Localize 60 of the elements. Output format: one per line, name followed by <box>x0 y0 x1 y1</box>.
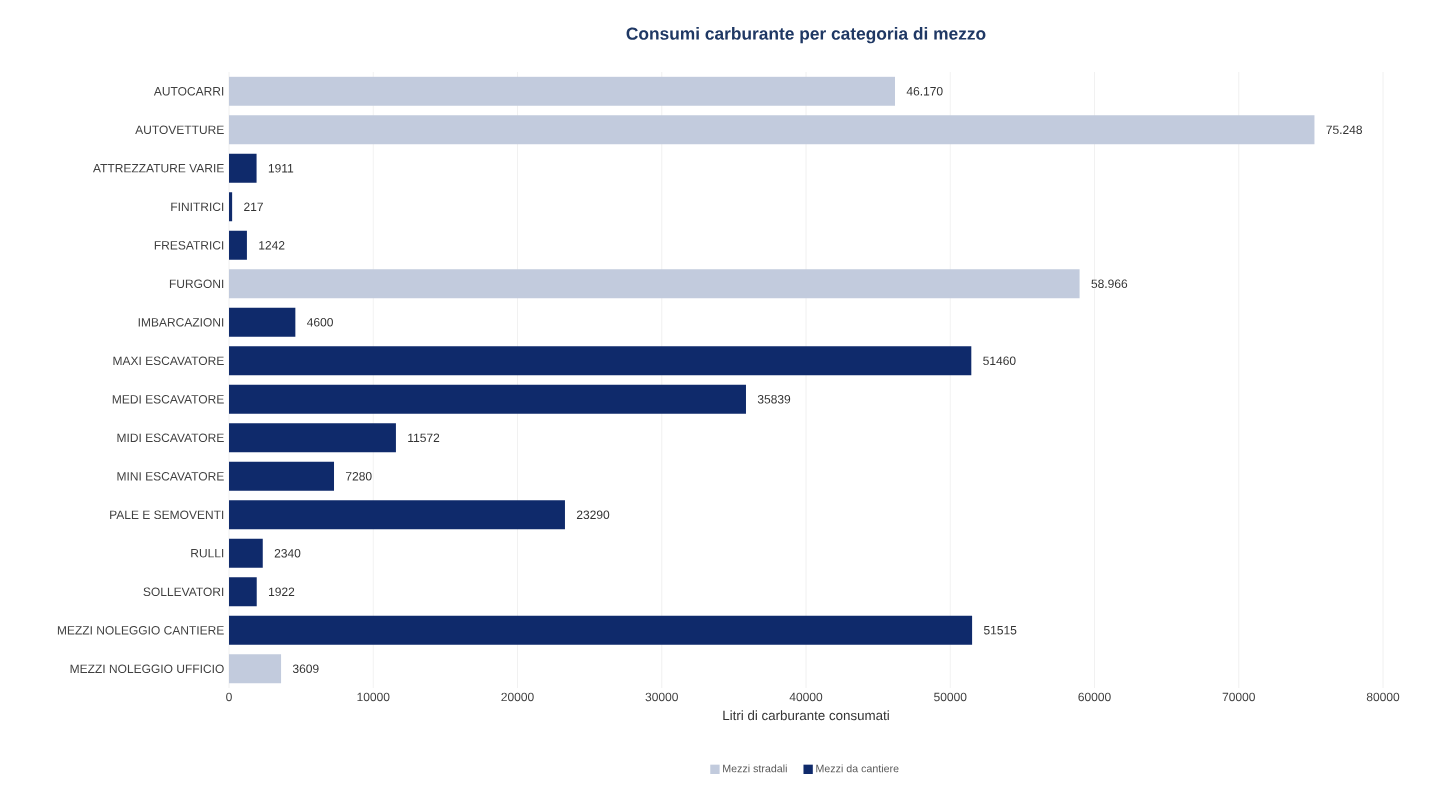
x-tick-label: 10000 <box>357 692 390 702</box>
bar <box>229 269 1080 299</box>
bar <box>229 577 257 607</box>
data-label: 23290 <box>576 510 610 520</box>
y-tick-label: FRESATRICI <box>154 241 224 250</box>
y-tick-label: MEZZI NOLEGGIO CANTIERE <box>57 626 224 635</box>
x-tick-label: 40000 <box>789 692 823 702</box>
bar <box>229 115 1315 145</box>
legend-label: Mezzi da cantiere <box>816 764 899 773</box>
x-axis-title: Litri di carburante consumati <box>723 710 889 721</box>
y-tick-label: MAXI ESCAVATORE <box>113 356 224 366</box>
x-tick-label: 80000 <box>1366 692 1400 702</box>
x-tick-label: 50000 <box>934 692 967 702</box>
x-tick-label: 60000 <box>1078 692 1111 702</box>
x-tick-label: 30000 <box>645 692 678 702</box>
data-label: 51460 <box>983 356 1016 366</box>
y-tick-label: SOLLEVATORI <box>143 587 224 597</box>
data-label: 58.966 <box>1091 279 1128 289</box>
y-tick-label: MEDI ESCAVATORE <box>112 395 224 404</box>
y-tick-label: ATTREZZATURE VARIE <box>92 164 224 173</box>
bar <box>229 615 973 645</box>
data-label: 7280 <box>346 472 372 481</box>
x-tick-label: 70000 <box>1222 692 1255 702</box>
bar <box>229 423 396 453</box>
bar <box>229 153 257 183</box>
legend-label: Mezzi stradali <box>723 764 787 773</box>
bar <box>229 307 296 337</box>
data-label: 75.248 <box>1326 125 1362 135</box>
data-label: 35839 <box>757 395 791 404</box>
bar <box>229 230 247 260</box>
y-tick-label: PALE E SEMOVENTI <box>110 510 224 520</box>
bar <box>229 654 282 684</box>
data-label: 3609 <box>292 664 319 674</box>
y-tick-label: AUTOVETTURE <box>135 125 224 135</box>
bar <box>229 76 896 106</box>
data-label: 11572 <box>408 433 440 443</box>
y-tick-label: IMBARCAZIONI <box>138 318 224 327</box>
x-tick-label: 0 <box>226 692 232 702</box>
bar <box>229 500 565 530</box>
y-tick-label: FURGONI <box>169 279 224 289</box>
data-label: 1922 <box>269 587 295 597</box>
data-label: 4600 <box>307 318 333 327</box>
data-label: 1242 <box>259 241 285 250</box>
y-tick-label: MIDI ESCAVATORE <box>117 433 224 443</box>
chart-title: Consumi carburante per categoria di mezzo <box>626 27 986 44</box>
bar <box>229 461 335 491</box>
bar <box>229 346 972 376</box>
data-label: 2340 <box>274 549 301 558</box>
y-tick-label: FINITRICI <box>171 202 224 212</box>
data-label: 217 <box>244 202 263 211</box>
y-tick-label: MINI ESCAVATORE <box>117 472 224 481</box>
data-label: 1911 <box>268 164 294 173</box>
bar <box>229 538 263 568</box>
y-tick-label: AUTOCARRI <box>153 87 224 96</box>
bar <box>229 384 746 414</box>
data-label: 46.170 <box>906 87 943 96</box>
y-tick-label: RULLI <box>191 549 224 558</box>
y-tick-label: MEZZI NOLEGGIO UFFICIO <box>70 664 224 674</box>
data-label: 51515 <box>983 626 1017 635</box>
x-tick-label: 20000 <box>501 692 534 702</box>
